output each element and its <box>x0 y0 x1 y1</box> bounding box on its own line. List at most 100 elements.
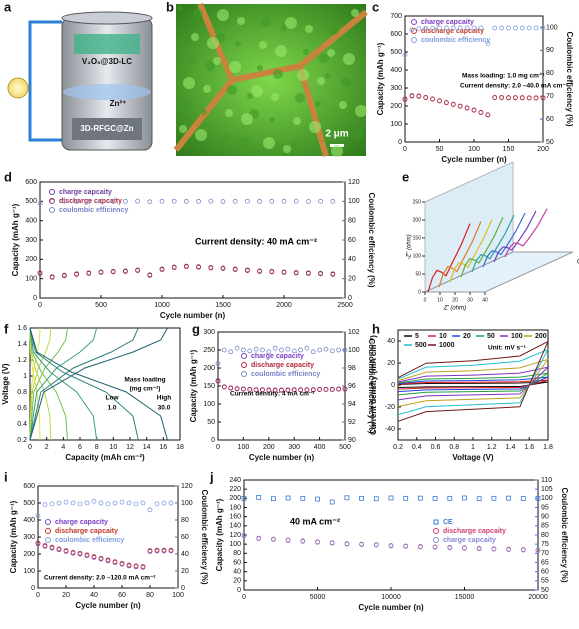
point <box>37 271 43 276</box>
y2-tick-label: 40 <box>348 256 356 263</box>
point <box>49 544 55 550</box>
nyquist-curve <box>471 214 515 273</box>
y-tick-label: 100 <box>390 121 402 128</box>
point <box>266 387 272 393</box>
point <box>492 25 498 31</box>
point <box>492 95 498 101</box>
sem-grain <box>303 49 309 55</box>
y2-tick-label: 120 <box>348 179 360 186</box>
point <box>409 27 415 33</box>
point <box>112 559 118 565</box>
y-tick-label: 100 <box>203 401 215 408</box>
point <box>403 544 409 549</box>
point <box>462 495 467 501</box>
point <box>228 349 234 355</box>
y-tick-label: 60 <box>233 559 241 566</box>
sem-grain <box>273 69 283 79</box>
series-line <box>29 327 168 441</box>
anode <box>72 118 142 140</box>
legend-label: discharge capacity <box>251 362 314 369</box>
point <box>159 267 165 272</box>
wire <box>28 20 62 142</box>
legend-label: coulombic efficiency <box>59 207 128 214</box>
legend-label: charge capacity <box>251 353 304 360</box>
sem-grain <box>213 57 221 65</box>
sem-grain <box>259 41 267 49</box>
y-tick-label: -20 <box>385 404 395 411</box>
point <box>471 107 477 113</box>
y-tick-label: 0 <box>211 437 215 444</box>
point <box>291 387 297 393</box>
point <box>506 95 511 101</box>
point <box>257 199 263 204</box>
legend-swatch <box>45 528 51 534</box>
point <box>232 267 238 272</box>
x-tick-label: 14 <box>143 444 151 451</box>
point <box>74 199 79 204</box>
point <box>119 560 125 566</box>
point <box>423 25 429 31</box>
point <box>402 97 408 103</box>
sem-grain <box>235 41 241 47</box>
point <box>105 557 111 563</box>
point <box>240 386 246 392</box>
x-tick-label: 0.6 <box>431 444 441 451</box>
point <box>317 347 323 353</box>
point <box>98 198 104 204</box>
y-tick-label: 200 <box>25 256 37 263</box>
x-tick-label: 30 <box>467 297 473 303</box>
y2-tick-label: 100 <box>181 500 193 507</box>
y2-axis-label: Coulombic efficiency (%) <box>560 487 569 582</box>
point <box>70 500 76 506</box>
y2-tick-label: 110 <box>541 477 552 484</box>
y2-tick-label: 102 <box>348 329 360 336</box>
point <box>35 540 41 546</box>
point <box>183 199 189 204</box>
y-tick-label: 0 <box>31 585 35 592</box>
point <box>154 547 160 553</box>
legend-label: 5 <box>415 333 419 340</box>
legend-label: 500 <box>415 342 427 349</box>
x-tick-label: 40 <box>482 297 488 303</box>
legend-label: charge capacity <box>55 519 108 526</box>
legend-label: coulombic efficiency <box>55 537 124 544</box>
point <box>329 348 335 354</box>
point <box>272 387 278 393</box>
point <box>464 105 470 111</box>
panel-label: j <box>209 469 214 484</box>
y-tick-label: 0 <box>33 295 37 302</box>
x-tick-label: 200 <box>537 146 549 153</box>
x-tick-label: 16 <box>159 444 167 451</box>
point <box>485 112 491 118</box>
point <box>293 198 299 204</box>
legend-label: 50 <box>487 333 495 340</box>
point <box>409 93 415 99</box>
y-tick-label: 500 <box>390 49 402 56</box>
y2-tick-label: 98 <box>348 365 356 372</box>
legend-label: discharge capcaity <box>443 528 506 535</box>
y-tick-label: 1 <box>23 373 27 380</box>
point <box>317 387 323 393</box>
x-tick-label: 80 <box>146 592 154 599</box>
sem-grain <box>351 9 359 17</box>
point <box>171 265 177 271</box>
x-tick-label: 300 <box>288 444 300 451</box>
point <box>342 386 348 392</box>
point <box>37 200 43 206</box>
legend-label: discharge capcaity <box>421 28 484 35</box>
point <box>221 384 227 390</box>
legend-label: 200 <box>535 333 547 340</box>
y-axis-label: -Z'' (ohm) <box>407 234 413 259</box>
point <box>105 501 111 507</box>
y-tick-label: 500 <box>25 198 37 205</box>
legend-swatch <box>241 362 247 368</box>
point <box>63 548 69 553</box>
x-tick-label: 0 <box>424 297 427 303</box>
point <box>298 387 303 393</box>
x-tick-label: 50 <box>436 146 444 153</box>
y-tick-label: 20 <box>233 578 241 585</box>
y-axis-label: Capacity (mAh g⁻¹) <box>376 42 385 115</box>
x-tick-label: 1.2 <box>487 444 497 451</box>
y-tick-label: 400 <box>390 67 402 74</box>
point <box>329 540 335 546</box>
